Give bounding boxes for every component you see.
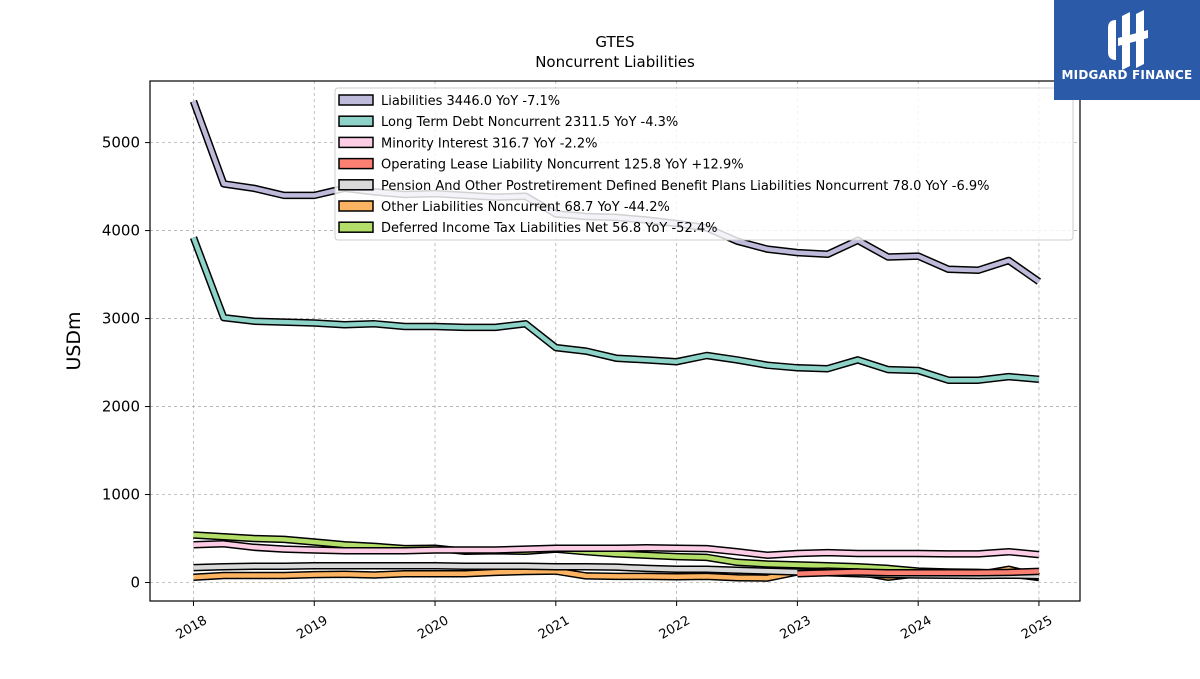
brand-logo: MIDGARD FINANCE	[1054, 0, 1200, 100]
x-tick-label: 2019	[294, 613, 330, 643]
y-tick-label: 4000	[102, 222, 140, 240]
legend-label: Pension And Other Postretirement Defined…	[381, 179, 990, 194]
series-line-operating-lease-liability-noncurrent	[797, 569, 1039, 576]
y-tick-label: 0	[130, 574, 140, 592]
x-tick-label: 2024	[898, 613, 934, 643]
logo-text: MIDGARD FINANCE	[1061, 68, 1193, 82]
x-tick-label: 2023	[778, 613, 814, 643]
legend-swatch	[338, 136, 374, 149]
y-tick-label: 5000	[102, 134, 140, 152]
x-tick-label: 2020	[415, 613, 451, 643]
x-tick-label: 2022	[657, 613, 693, 643]
chart-subtitle: Noncurrent Liabilities	[535, 53, 695, 71]
chart-title: GTES	[595, 33, 634, 51]
series-line-long-term-debt-noncurrent	[191, 236, 1040, 383]
legend: Liabilities 3446.0 YoY -7.1% Long Term De…	[334, 87, 1074, 241]
legend-swatch	[338, 157, 374, 170]
legend-box	[334, 87, 1074, 241]
legend-label: Operating Lease Liability Noncurrent 125…	[381, 158, 744, 173]
y-tick-label: 2000	[102, 398, 140, 416]
x-tick-label: 2021	[536, 613, 572, 643]
x-tick-label: 2025	[1019, 613, 1055, 643]
series-line-minority-interest	[193, 541, 1040, 558]
y-tick-label: 1000	[102, 486, 140, 504]
legend-swatch	[338, 200, 374, 212]
legend-swatch	[338, 94, 374, 106]
legend-label: Liabilities 3446.0 YoY -7.1%	[381, 94, 560, 109]
legend-swatch	[338, 179, 374, 191]
legend-label: Other Liabilities Noncurrent 68.7 YoY -4…	[381, 200, 670, 215]
legend-label: Minority Interest 316.7 YoY -2.2%	[381, 136, 597, 151]
logo-mark-icon	[1108, 10, 1148, 70]
plot-frame	[149, 80, 1081, 602]
legend-label: Long Term Debt Noncurrent 2311.5 YoY -4.…	[381, 115, 678, 130]
x-tick-label: 2018	[174, 613, 210, 643]
tick-layer: 2018 2019 2020 2021 2022 2023 2024 2025 0 1000 200…	[102, 134, 1055, 643]
legend-label: Deferred Income Tax Liabilities Net 56.8…	[381, 221, 717, 236]
legend-swatch	[338, 115, 374, 127]
y-tick-label: 3000	[102, 310, 140, 328]
legend-swatch	[338, 221, 374, 233]
y-axis-label: USDm	[63, 311, 85, 370]
